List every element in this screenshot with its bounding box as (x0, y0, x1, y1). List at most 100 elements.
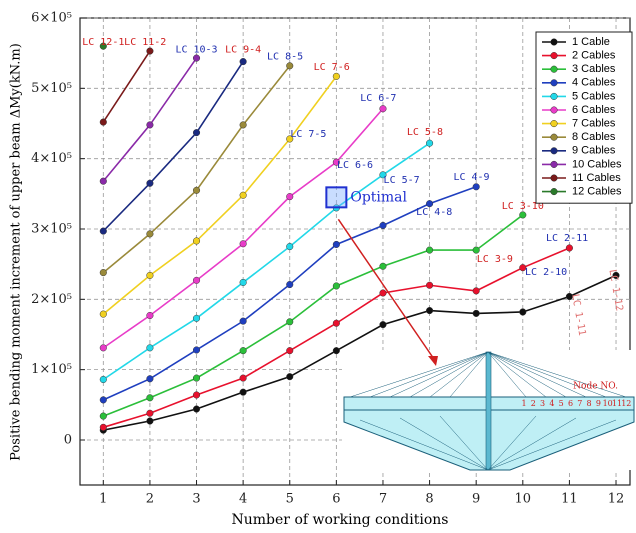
inset-label: Node NO. (573, 382, 618, 392)
data-point (100, 413, 107, 420)
annotation: LC 7-6 (314, 62, 350, 73)
data-point (333, 73, 340, 80)
legend-marker (551, 93, 558, 100)
data-point (380, 222, 387, 229)
data-point (286, 347, 293, 354)
data-point (100, 311, 107, 318)
data-point (240, 375, 247, 382)
data-point (100, 269, 107, 276)
data-point (286, 281, 293, 288)
data-point (100, 228, 107, 235)
data-point (333, 283, 340, 290)
legend-marker (551, 134, 558, 141)
data-point (193, 187, 200, 194)
inset-node: 8 (587, 399, 592, 408)
x-tick-label: 9 (472, 492, 480, 507)
legend-label: 10 Cables (572, 158, 622, 170)
data-point (286, 373, 293, 380)
annotation: LC 2-10 (525, 267, 567, 278)
data-point (100, 345, 107, 352)
y-tick-label: 0 (64, 432, 72, 447)
series-line (103, 51, 150, 122)
data-point (473, 288, 480, 295)
x-tick-label: 10 (515, 492, 532, 507)
annotation: LC 3-9 (477, 254, 513, 265)
data-point (473, 247, 480, 254)
data-point (100, 178, 107, 185)
data-point (147, 312, 154, 319)
data-point (240, 58, 247, 65)
legend-label: 1 Cable (572, 36, 610, 48)
legend-marker (551, 66, 558, 73)
data-point (380, 321, 387, 328)
x-tick-label: 7 (379, 492, 387, 507)
data-point (147, 272, 154, 279)
legend-label: 8 Cables (572, 131, 616, 143)
data-point (193, 315, 200, 322)
annotation: LC 4-8 (416, 207, 452, 218)
legend-marker (551, 120, 558, 127)
data-point (147, 345, 154, 352)
series-line (103, 62, 243, 231)
optimal-box (326, 187, 346, 207)
legend-marker (551, 148, 558, 155)
x-tick-label: 12 (608, 492, 625, 507)
annotation: LC 11-2 (124, 37, 166, 48)
data-point (193, 129, 200, 136)
data-point (473, 183, 480, 190)
data-point (333, 241, 340, 248)
annotation: LC 8-5 (267, 52, 303, 63)
legend-marker (551, 175, 558, 182)
inset-node: 5 (559, 399, 564, 408)
x-tick-label: 8 (425, 492, 433, 507)
data-point (193, 347, 200, 354)
data-point (240, 192, 247, 199)
legend-label: 7 Cables (572, 118, 616, 130)
annotation: LC 12-1 (82, 37, 124, 48)
x-tick-label: 5 (286, 492, 294, 507)
data-point (193, 375, 200, 382)
data-point (426, 247, 433, 254)
inset-node: 4 (549, 399, 554, 408)
legend-label: 2 Cables (572, 50, 616, 62)
legend-label: 12 Cables (572, 186, 622, 198)
series-line (103, 143, 429, 379)
data-point (286, 63, 293, 70)
data-point (147, 418, 154, 425)
data-point (426, 307, 433, 314)
inset-node: 2 (531, 399, 536, 408)
x-tick-label: 11 (561, 492, 578, 507)
x-axis-label: Number of working conditions (232, 512, 449, 528)
data-point (193, 406, 200, 413)
data-point (193, 277, 200, 284)
data-point (147, 48, 154, 55)
annotation: LC 10-3 (175, 45, 217, 56)
y-tick-label: 2×10⁵ (31, 292, 72, 307)
data-point (147, 231, 154, 238)
data-point (240, 318, 247, 325)
inset-pylon (486, 352, 491, 470)
data-point (147, 375, 154, 382)
legend-marker (551, 188, 558, 195)
data-point (240, 279, 247, 286)
legend-label: 9 Cables (572, 145, 616, 157)
data-point (380, 105, 387, 112)
x-tick-label: 6 (332, 492, 340, 507)
annotation: LC 7-5 (290, 129, 326, 140)
data-point (147, 122, 154, 129)
annotation: LC 6-6 (337, 160, 373, 171)
data-point (566, 245, 573, 252)
legend-marker (551, 52, 558, 59)
y-tick-label: 5×10⁵ (31, 81, 72, 96)
data-point (147, 410, 154, 417)
data-point (473, 310, 480, 317)
chart: Number of working conditions Positive be… (0, 0, 636, 533)
legend-marker (551, 161, 558, 168)
x-tick-label: 2 (146, 492, 154, 507)
y-tick-label: 1×10⁵ (31, 362, 72, 377)
data-point (519, 212, 526, 219)
legend-label: 4 Cables (572, 77, 616, 89)
data-point (519, 309, 526, 316)
data-point (193, 55, 200, 62)
